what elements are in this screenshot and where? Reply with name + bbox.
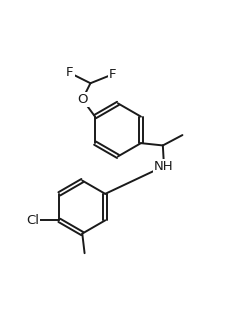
Text: F: F [66, 66, 73, 79]
Text: NH: NH [154, 160, 174, 173]
Text: O: O [77, 93, 88, 106]
Text: Cl: Cl [26, 214, 39, 227]
Text: F: F [109, 68, 116, 81]
